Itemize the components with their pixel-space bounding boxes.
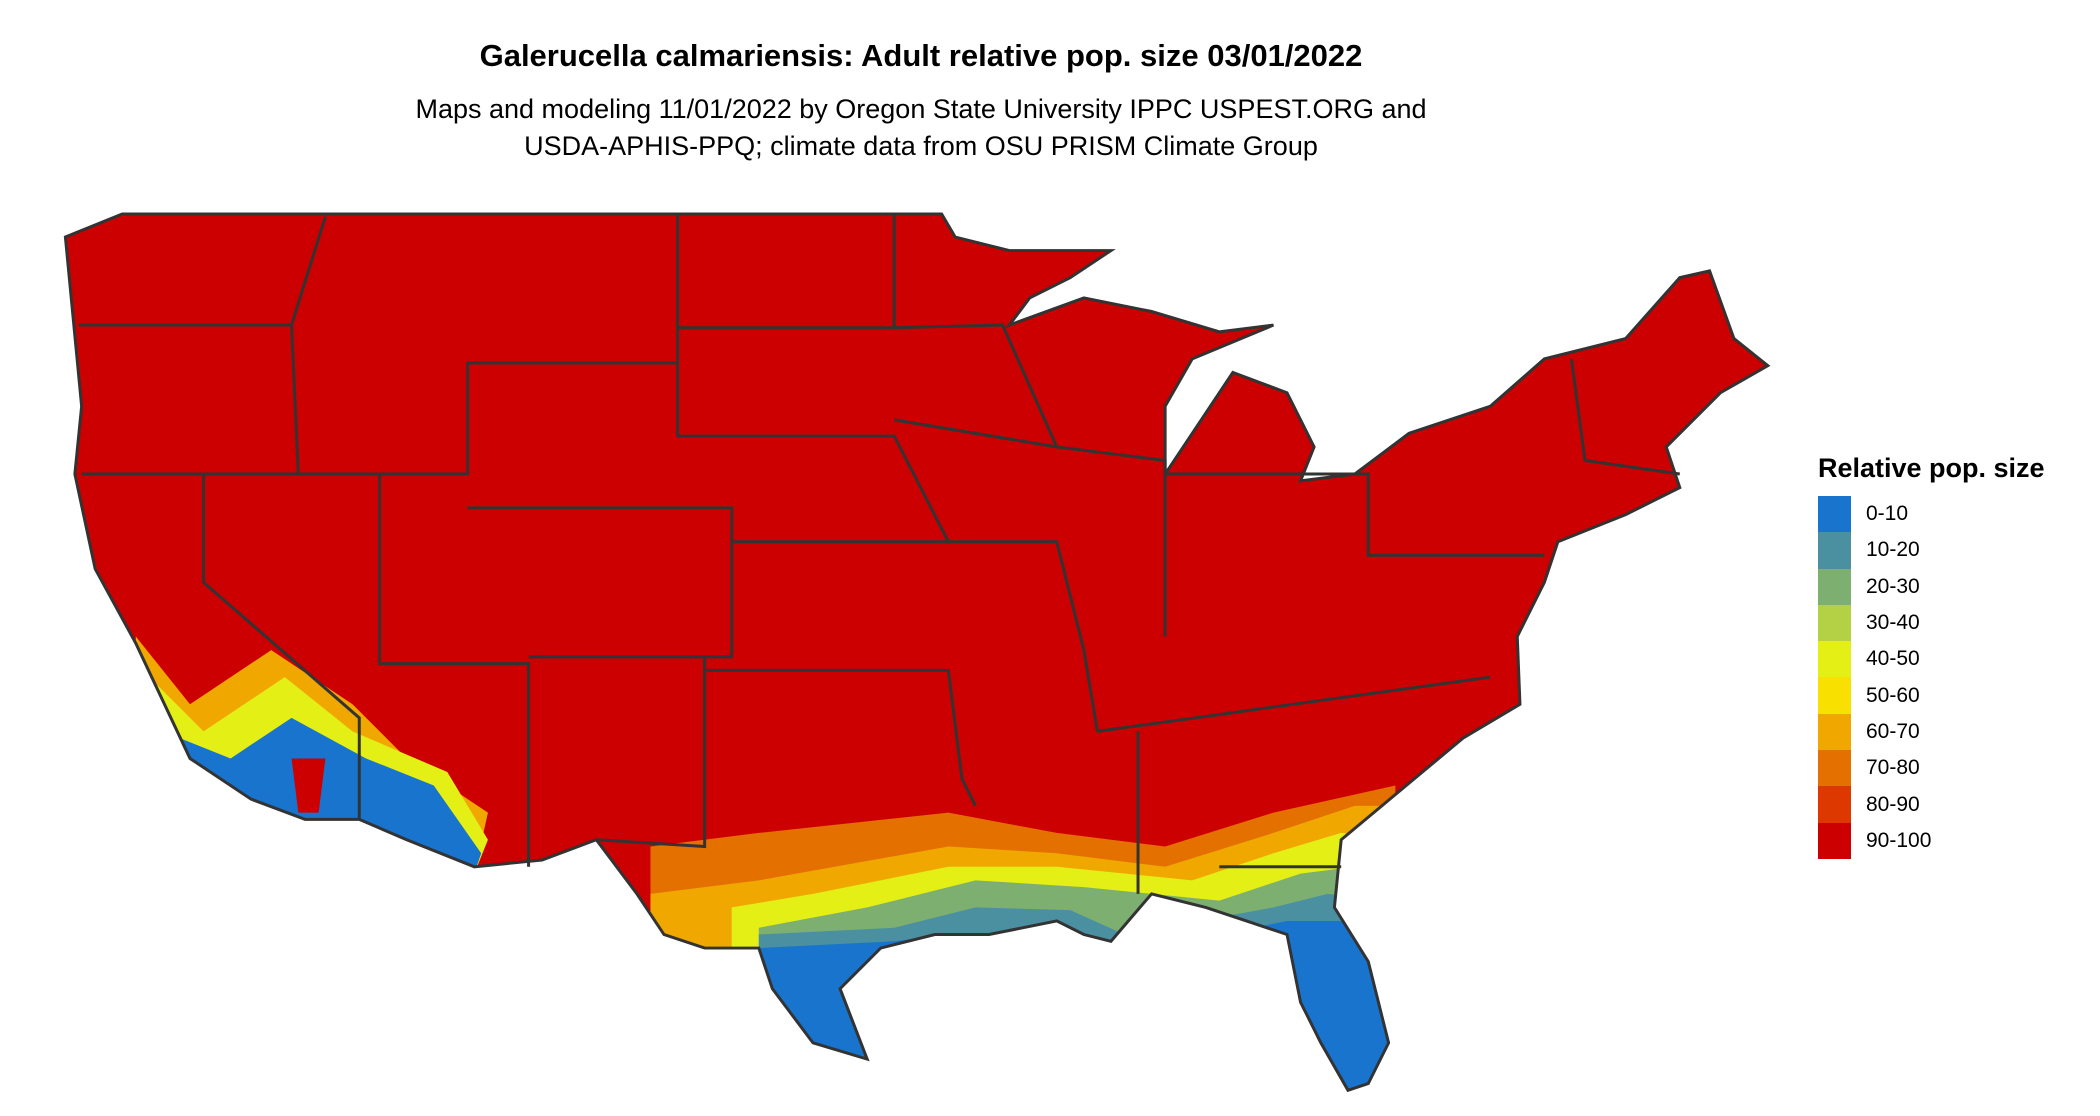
legend-item: 60-70 [1818,713,2045,751]
legend: Relative pop. size 0-10 10-20 20-30 30-40 40… [1818,453,2045,859]
legend-swatch [1818,750,1851,787]
legend-swatch [1818,496,1851,533]
region-0-10 [758,920,1396,1091]
border-il-in [1056,445,1167,637]
border-id-mt-wy [298,213,680,476]
legend-item: 20-30 [1818,568,2045,605]
legend-label: 10-20 [1866,538,1920,562]
border-tn [1097,675,1491,733]
state-borders [63,212,1770,1092]
border-ut-az-nm [378,474,531,867]
border-co [467,506,734,659]
legend-item: 10-20 [1818,532,2045,569]
border-mo [948,540,1099,732]
region-sw-90-100 [291,758,326,813]
legend-item: 30-40 [1818,604,2045,642]
legend-item: 70-80 [1818,750,2045,787]
legend-label: 20-30 [1866,574,1920,598]
legend-swatch [1818,641,1851,678]
legend-title: Relative pop. size [1818,453,2045,483]
border-tx-nm [596,656,707,849]
legend-item: 90-100 [1818,822,2045,859]
legend-label: 30-40 [1866,611,1920,635]
legend-swatch [1818,786,1851,823]
legend-swatch [1818,604,1851,642]
legend-label: 50-60 [1866,683,1920,707]
legend-label: 80-90 [1866,792,1920,816]
border-oh-pa [1165,472,1545,557]
legend-item: 50-60 [1818,677,2045,714]
border-ok [704,668,977,807]
legend-label: 70-80 [1866,756,1920,780]
legend-swatch [1818,532,1851,569]
legend-swatch [1818,822,1851,859]
border-nd-sd [677,213,896,330]
map-subtitle-line-2: USDA-APHIS-PPQ; climate data from OSU PR… [524,131,1318,161]
border-mn-wi-ia [894,323,1060,449]
legend-swatch [1818,713,1851,751]
legend-items: 0-10 10-20 20-30 30-40 40-50 50-60 60-70 70-80 8… [1818,496,2045,859]
legend-label: 90-100 [1866,828,1932,852]
legend-label: 40-50 [1866,647,1920,671]
border-new-england [1569,358,1680,476]
border-ca-nv-az [202,474,361,820]
border-sd-ne-ks [676,362,951,544]
legend-item: 40-50 [1818,641,2045,678]
map-title: Galerucella calmariensis: Adult relative… [479,38,1363,73]
legend-label: 60-70 [1866,719,1920,743]
legend-item: 80-90 [1818,786,2045,823]
legend-label: 0-10 [1866,502,1909,526]
legend-swatch [1818,568,1851,605]
legend-swatch [1818,677,1851,714]
map-subtitle-line-1: Maps and modeling 11/01/2022 by Oregon S… [415,94,1427,124]
legend-item: 0-10 [1818,496,2045,533]
